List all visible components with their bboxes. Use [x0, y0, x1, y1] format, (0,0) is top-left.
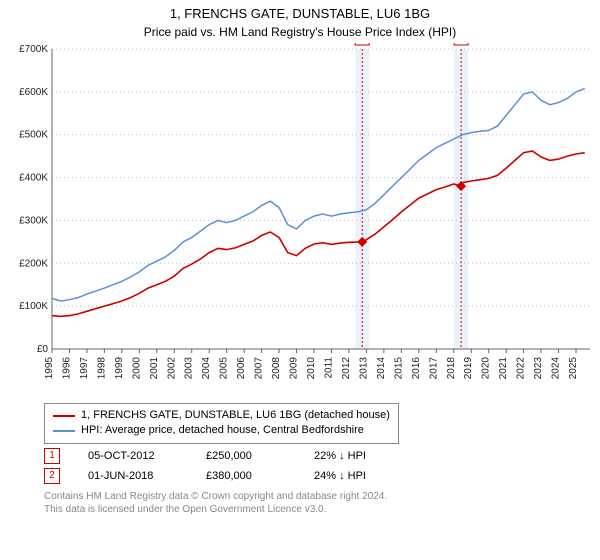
svg-text:1: 1	[359, 43, 365, 45]
svg-text:2008: 2008	[271, 356, 282, 379]
legend-label: 1, FRENCHS GATE, DUNSTABLE, LU6 1BG (det…	[81, 408, 390, 423]
svg-text:2025: 2025	[568, 356, 579, 379]
sale-row: 1 05-OCT-2012 £250,000 22% ↓ HPI	[44, 448, 596, 464]
sale-marker-icon: 1	[44, 448, 60, 464]
svg-text:2001: 2001	[149, 356, 160, 379]
sale-marker-icon: 2	[44, 468, 60, 484]
svg-text:2000: 2000	[131, 356, 142, 379]
chart-area: £0 £100K £200K £300K £400K £500K £600K £700K 199…	[4, 43, 596, 397]
svg-text:2024: 2024	[551, 356, 562, 379]
chart-container: 1, FRENCHS GATE, DUNSTABLE, LU6 1BG Pric…	[0, 0, 600, 560]
chart-title: 1, FRENCHS GATE, DUNSTABLE, LU6 1BG	[4, 6, 596, 23]
legend-label: HPI: Average price, detached house, Cent…	[81, 423, 364, 438]
svg-text:2013: 2013	[358, 356, 369, 379]
svg-text:2009: 2009	[289, 356, 300, 379]
svg-text:2002: 2002	[166, 356, 177, 379]
sale-vs-hpi: 24% ↓ HPI	[314, 470, 366, 482]
svg-text:2005: 2005	[219, 356, 230, 379]
svg-text:2007: 2007	[254, 356, 265, 379]
svg-text:£300K: £300K	[19, 215, 48, 226]
svg-text:2022: 2022	[516, 356, 527, 379]
legend-swatch	[53, 415, 75, 417]
svg-text:2020: 2020	[481, 356, 492, 379]
svg-text:£600K: £600K	[19, 87, 48, 98]
svg-text:1999: 1999	[114, 356, 125, 379]
svg-text:£700K: £700K	[19, 44, 48, 55]
sale-date: 05-OCT-2012	[88, 450, 178, 462]
svg-text:1995: 1995	[44, 356, 55, 379]
legend-item: 1, FRENCHS GATE, DUNSTABLE, LU6 1BG (det…	[53, 408, 390, 423]
legend-item: HPI: Average price, detached house, Cent…	[53, 423, 390, 438]
svg-text:2006: 2006	[236, 356, 247, 379]
svg-text:£0: £0	[37, 344, 49, 355]
svg-text:2021: 2021	[498, 356, 509, 379]
svg-text:2011: 2011	[323, 356, 334, 378]
svg-text:£400K: £400K	[19, 172, 48, 183]
legend-swatch	[53, 430, 75, 432]
sale-row: 2 01-JUN-2018 £380,000 24% ↓ HPI	[44, 468, 596, 484]
svg-text:2016: 2016	[411, 356, 422, 379]
svg-text:2017: 2017	[428, 356, 439, 379]
svg-text:2023: 2023	[533, 356, 544, 379]
svg-text:2015: 2015	[393, 356, 404, 379]
svg-text:2010: 2010	[306, 356, 317, 379]
svg-text:2003: 2003	[184, 356, 195, 379]
svg-text:2014: 2014	[376, 356, 387, 379]
sale-price: £380,000	[206, 470, 286, 482]
svg-text:1998: 1998	[96, 356, 107, 379]
sale-date: 01-JUN-2018	[88, 470, 178, 482]
svg-text:1997: 1997	[79, 356, 90, 379]
svg-text:2004: 2004	[201, 356, 212, 379]
line-chart-svg: £0 £100K £200K £300K £400K £500K £600K £700K 199…	[4, 43, 596, 397]
footer-line-1: Contains HM Land Registry data © Crown c…	[44, 490, 596, 503]
sales-table: 1 05-OCT-2012 £250,000 22% ↓ HPI 2 01-JUN-201…	[44, 448, 596, 484]
svg-text:2018: 2018	[446, 356, 457, 379]
svg-text:£500K: £500K	[19, 130, 48, 141]
footer-line-2: This data is licensed under the Open Gov…	[44, 503, 596, 516]
legend: 1, FRENCHS GATE, DUNSTABLE, LU6 1BG (det…	[44, 403, 399, 444]
svg-text:£200K: £200K	[19, 258, 48, 269]
chart-subtitle: Price paid vs. HM Land Registry's House …	[4, 25, 596, 39]
svg-text:2012: 2012	[341, 356, 352, 379]
svg-text:1996: 1996	[61, 356, 72, 379]
sale-vs-hpi: 22% ↓ HPI	[314, 450, 366, 462]
footer-attribution: Contains HM Land Registry data © Crown c…	[44, 490, 596, 516]
svg-text:2019: 2019	[463, 356, 474, 379]
sale-price: £250,000	[206, 450, 286, 462]
svg-text:£100K: £100K	[19, 301, 48, 312]
svg-text:2: 2	[458, 43, 464, 45]
